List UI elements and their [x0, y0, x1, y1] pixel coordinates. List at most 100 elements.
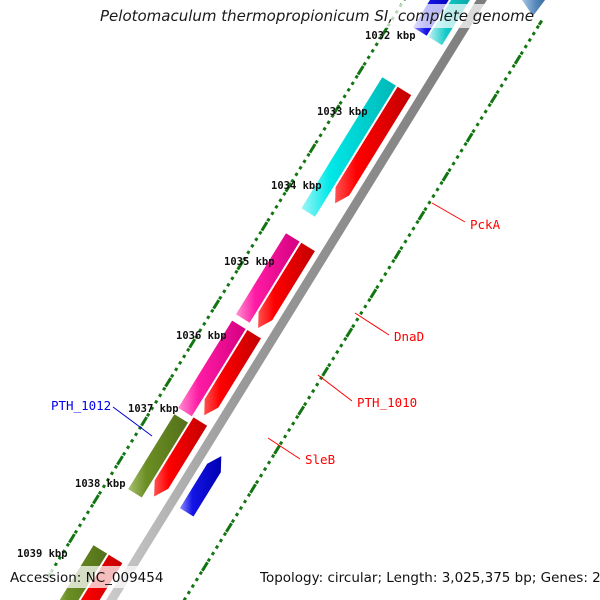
ruler-tick-minor: [527, 37, 532, 43]
ruler-tick-minor: [342, 94, 347, 99]
ruler-tick-minor: [411, 226, 416, 231]
ruler-ticks-layer: [46, 0, 544, 600]
ruler-tick-major: [236, 260, 245, 271]
ruler-tick-minor: [158, 393, 163, 398]
ruler-tick-minor: [202, 321, 207, 326]
ruler-tick-minor: [222, 531, 228, 537]
ruler-tick-minor: [463, 141, 468, 147]
ruler-tick-major: [68, 533, 76, 544]
gene-label[interactable]: SleB: [305, 452, 335, 467]
ruler-tick-minor: [206, 315, 211, 320]
ruler-tick-minor: [511, 63, 516, 69]
ruler-tick-minor: [182, 354, 187, 359]
gene-feature[interactable]: [204, 330, 261, 416]
ruler-tick-label: 1035 kbp: [224, 256, 275, 268]
ruler-tick-minor: [363, 304, 368, 309]
ruler-tick-minor: [113, 464, 119, 469]
ruler-tick-minor: [234, 269, 239, 274]
ruler-tick-major: [489, 93, 498, 104]
gene-label-leaders: [112, 202, 466, 460]
ruler-tick-labels: 1032 kbp 1033 kbp 1034 kbp 1035 kbp 1036 kbp…: [17, 30, 416, 560]
ruler-tick-major: [284, 182, 293, 193]
gene-features-layer[interactable]: [51, 0, 473, 600]
ruler-tick-minor: [198, 328, 203, 333]
ruler-tick-minor: [57, 555, 62, 560]
ruler-tick-minor: [226, 282, 231, 287]
ruler-tick-minor: [218, 295, 223, 300]
ruler-tick-minor: [282, 191, 287, 196]
gene-label[interactable]: PTH_1012: [51, 398, 111, 413]
gene-labels-layer[interactable]: PckA DnaD PTH_1010 SleB PTH_1012: [51, 217, 501, 467]
ruler-tick-major: [465, 132, 474, 143]
ruler-tick-major: [201, 561, 209, 572]
status-backing-summary: [256, 566, 596, 588]
ruler-tick-minor: [483, 109, 488, 114]
ruler-tick-minor: [150, 406, 155, 411]
gene-feature[interactable]: [258, 242, 315, 328]
ruler-tick-minor: [351, 323, 356, 329]
ruler-tick-minor: [105, 477, 111, 482]
ruler-tick-minor: [206, 557, 211, 563]
ruler-tick-label: 1036 kbp: [176, 330, 227, 342]
ruler-tick-major: [321, 366, 330, 377]
ruler-tick-minor: [61, 549, 66, 554]
ruler-tick-minor: [531, 31, 536, 36]
ruler-tick-minor: [306, 152, 311, 157]
ruler-tick-label: 1037 kbp: [128, 403, 179, 415]
ruler-tick-minor: [250, 243, 255, 248]
ruler-tick-minor: [415, 219, 420, 225]
ruler-tick-minor: [283, 434, 288, 439]
ruler-tick-major: [356, 65, 365, 76]
ruler-tick-minor: [343, 336, 348, 342]
ruler-tick-minor: [391, 258, 396, 264]
gene-feature[interactable]: [178, 320, 246, 417]
gene-feature[interactable]: [128, 414, 188, 498]
ruler-tick-major: [297, 405, 306, 416]
backbone-line[interactable]: [104, 0, 489, 600]
ruler-tick-minor: [258, 473, 264, 478]
ruler-tick-major: [260, 221, 269, 232]
ruler-tick-minor: [439, 180, 444, 186]
ruler-tick-minor: [507, 70, 512, 75]
ruler-tick-minor: [447, 167, 452, 173]
gene-feature[interactable]: [236, 233, 300, 323]
status-backing-accession: [6, 566, 152, 588]
gene-feature[interactable]: [335, 86, 412, 204]
ruler-tick-minor: [121, 451, 127, 456]
ruler-tick-major: [537, 19, 544, 26]
ruler-tick-minor: [427, 200, 432, 205]
ruler-tick-minor: [101, 484, 107, 489]
ruler-tick-minor: [242, 256, 247, 261]
ruler-tick-minor: [77, 523, 83, 528]
ruler-tick-major: [116, 455, 124, 466]
gene-feature[interactable]: [179, 456, 222, 517]
ruler-tick-minor: [109, 471, 115, 476]
ruler-tick-label: 1038 kbp: [75, 478, 126, 490]
ruler-tick-minor: [459, 148, 464, 153]
gene-label[interactable]: PTH_1010: [357, 395, 417, 410]
ruler-tick-minor: [194, 334, 199, 339]
accession-label: Accession: NC_009454: [10, 570, 163, 586]
gene-feature[interactable]: [301, 77, 396, 217]
ruler-tick-minor: [246, 250, 251, 255]
ruler-tick-minor: [262, 466, 268, 472]
ruler-tick-minor: [85, 510, 91, 515]
ruler-tick-major: [345, 327, 354, 338]
steel-arrow-top[interactable]: [522, 0, 545, 16]
ruler-tick-minor: [190, 583, 195, 589]
gene-label[interactable]: PckA: [470, 217, 501, 232]
ruler-tick-minor: [53, 562, 58, 567]
ruler-tick-minor: [97, 490, 103, 495]
ruler-tick-major: [332, 104, 341, 115]
ruler-tick-major: [92, 494, 100, 505]
gene-feature[interactable]: [154, 417, 208, 497]
ruler-tick-minor: [274, 204, 279, 209]
ruler-tick-minor: [162, 386, 167, 391]
ruler-tick-minor: [146, 412, 151, 417]
ruler-tick-minor: [451, 161, 456, 166]
ruler-tick-minor: [258, 230, 263, 235]
gene-label[interactable]: DnaD: [394, 329, 424, 344]
gene-label-leader-line: [317, 374, 353, 402]
ruler-tick-minor: [503, 76, 508, 82]
